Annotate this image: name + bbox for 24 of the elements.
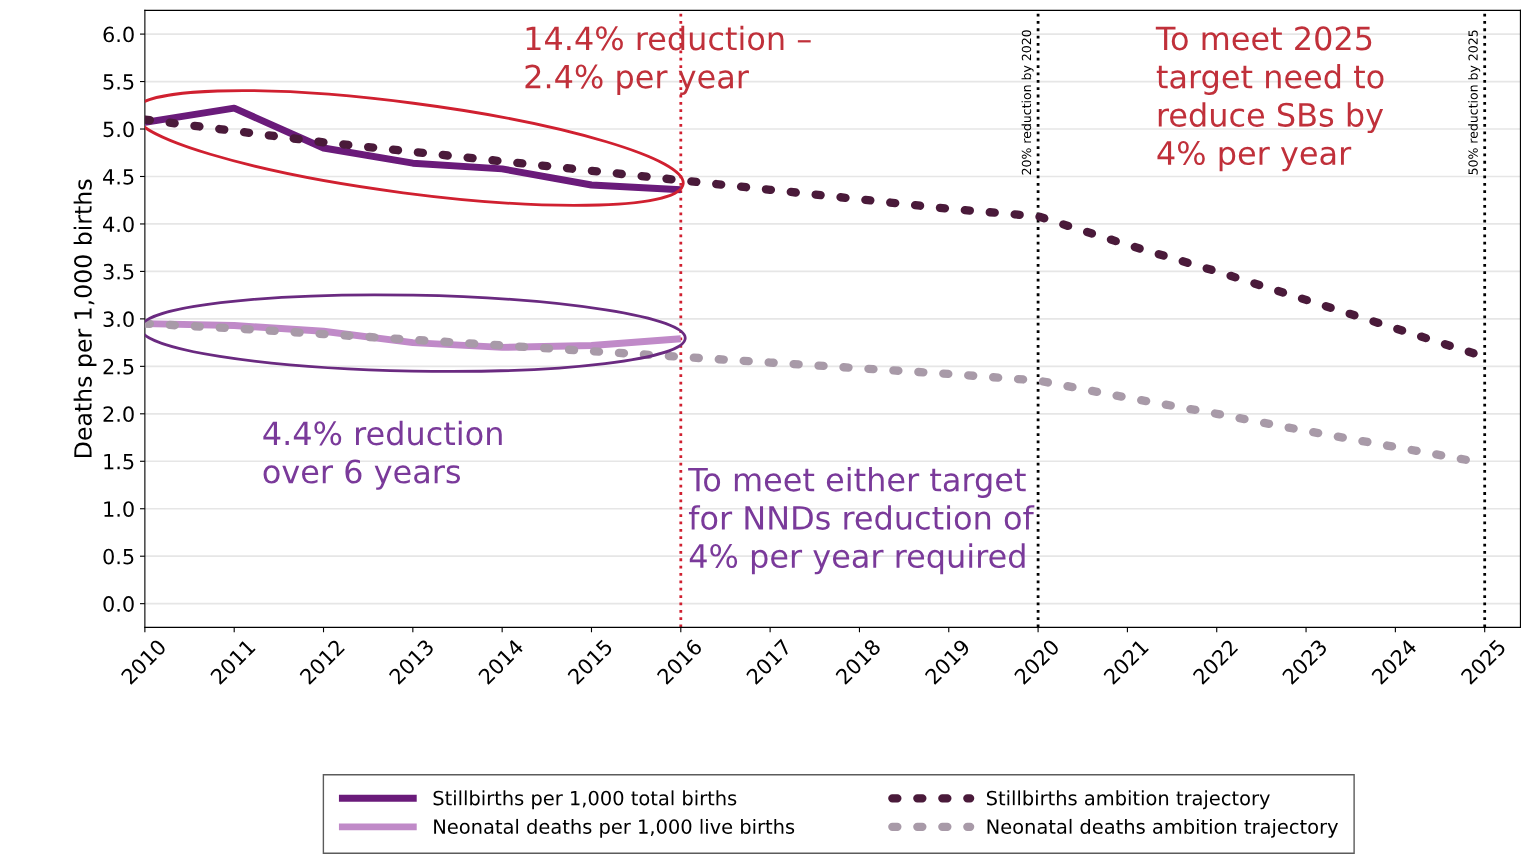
legend-label: Stillbirths per 1,000 total births [433,790,737,810]
y-tick-label: 4.5 [103,169,134,185]
y-tick-label: 6.0 [103,26,134,43]
y-tick-label: 0.5 [103,548,134,565]
y-tick-label: 5.5 [103,74,134,90]
y-tick-label: 0.0 [103,596,134,612]
y-tick-label: 1.5 [104,454,134,470]
ref-line-label: 20% reduction by 2020 [1021,30,1034,175]
annotation: 14.4% reduction – 2.4% per year [525,25,811,95]
legend-label: Neonatal deaths ambition trajectory [987,818,1338,838]
y-axis-title: Deaths per 1,000 births [73,179,97,457]
annotation: 4.4% reduction over 6 years [263,420,502,490]
y-tick-label: 5.0 [103,121,134,138]
y-tick-label: 3.0 [103,311,134,328]
y-tick-label: 4.0 [103,216,134,233]
legend-label: Neonatal deaths per 1,000 live births [434,818,795,838]
y-tick-label: 2.5 [103,358,134,375]
annotation: To meet either target for NNDs reduction of 4% per year required [688,466,1035,575]
legend-label: Stillbirths ambition trajectory [986,790,1270,810]
y-tick-label: 2.0 [103,406,134,423]
ref-line-label: 50% reduction by 2025 [1468,30,1481,175]
annotation: To meet 2025 target need to reduce SBs by 4% per year [1155,26,1384,172]
y-tick-label: 1.0 [104,501,134,517]
y-tick-label: 3.5 [103,263,134,280]
